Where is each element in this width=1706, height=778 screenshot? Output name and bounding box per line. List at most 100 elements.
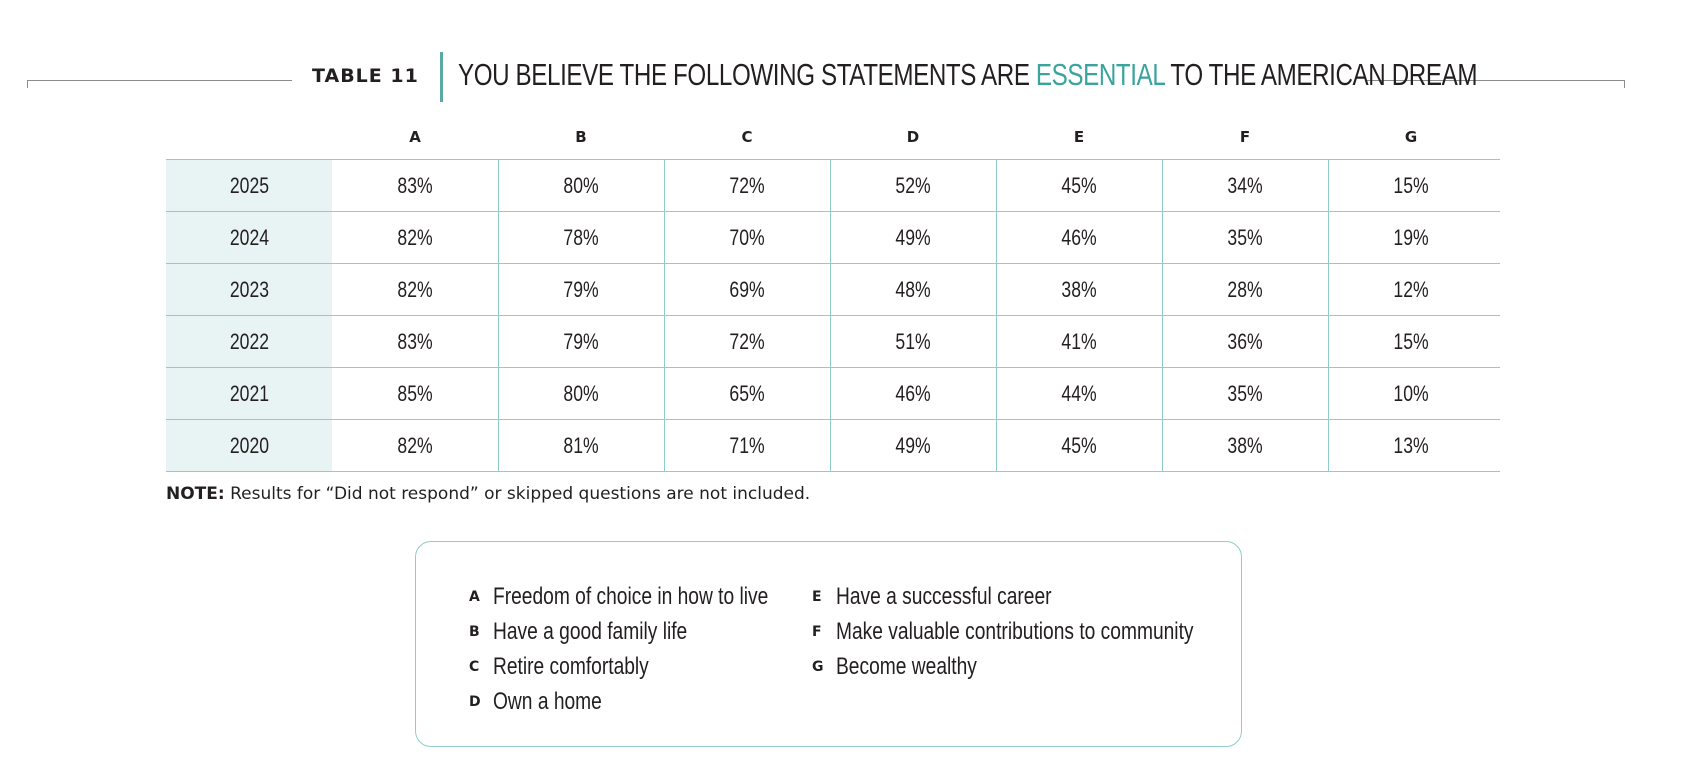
header-rule-left-tick xyxy=(27,80,28,88)
table-cell: 48% xyxy=(895,276,931,302)
table-row: 2021 85% 80% 65% 46% 44% 35% 10% xyxy=(166,367,1500,419)
legend-text: Own a home xyxy=(493,687,602,715)
table-cell: 13% xyxy=(1393,432,1429,458)
column-separator xyxy=(996,316,997,367)
column-separator xyxy=(1328,160,1329,211)
legend-key: G xyxy=(812,658,824,675)
table-cell: 49% xyxy=(895,432,931,458)
table-cell: 51% xyxy=(895,328,931,354)
table-cell: 46% xyxy=(895,380,931,406)
table-cell: 36% xyxy=(1227,328,1263,354)
column-separator xyxy=(498,160,499,211)
column-separator xyxy=(830,368,831,419)
title-text-before: YOU BELIEVE THE FOLLOWING STATEMENTS ARE xyxy=(458,57,1036,92)
row-year: 2025 xyxy=(166,160,332,211)
title-divider xyxy=(440,52,443,102)
legend-text: Retire comfortably xyxy=(493,652,649,680)
table-cell: 52% xyxy=(895,172,931,198)
column-header-c: C xyxy=(741,128,753,146)
column-separator xyxy=(1162,264,1163,315)
table-cell: 79% xyxy=(563,328,599,354)
column-header-g: G xyxy=(1404,128,1418,146)
legend-text: Have a good family life xyxy=(493,617,688,645)
column-separator xyxy=(996,264,997,315)
column-separator xyxy=(664,316,665,367)
legend-key: B xyxy=(469,623,480,640)
table-cell: 28% xyxy=(1227,276,1263,302)
table-cell: 15% xyxy=(1393,172,1429,198)
table-cell: 70% xyxy=(729,224,765,250)
table-row: 2025 83% 80% 72% 52% 45% 34% 15% xyxy=(166,159,1500,211)
table-cell: 44% xyxy=(1061,380,1097,406)
table-cell: 72% xyxy=(729,172,765,198)
column-separator xyxy=(664,420,665,471)
table-cell: 65% xyxy=(729,380,765,406)
legend-item-c: C Retire comfortably xyxy=(469,652,688,681)
row-year: 2021 xyxy=(166,368,332,419)
table-cell: 10% xyxy=(1393,380,1429,406)
table-cell: 35% xyxy=(1227,224,1263,250)
column-header-b: B xyxy=(575,128,587,146)
legend-item-b: B Have a good family life xyxy=(469,617,736,646)
title-text-accent: ESSENTIAL xyxy=(1035,57,1165,92)
table-cell: 80% xyxy=(563,380,599,406)
column-header-f: F xyxy=(1239,128,1251,146)
title-text-after: TO THE AMERICAN DREAM xyxy=(1164,57,1478,92)
table-cell: 71% xyxy=(729,432,765,458)
column-separator xyxy=(1328,420,1329,471)
column-separator xyxy=(996,368,997,419)
legend-text: Freedom of choice in how to live xyxy=(493,582,769,610)
table-cell: 12% xyxy=(1393,276,1429,302)
column-separator xyxy=(664,368,665,419)
table-cell: 35% xyxy=(1227,380,1263,406)
column-separator xyxy=(830,316,831,367)
column-separator xyxy=(1328,264,1329,315)
table-cell: 15% xyxy=(1393,328,1429,354)
table-cell: 19% xyxy=(1393,224,1429,250)
column-separator xyxy=(498,368,499,419)
legend-item-a: A Freedom of choice in how to live xyxy=(469,582,837,611)
column-separator xyxy=(1162,420,1163,471)
row-year: 2020 xyxy=(166,420,332,471)
column-separator xyxy=(830,160,831,211)
table-cell: 38% xyxy=(1227,432,1263,458)
table-cell: 78% xyxy=(563,224,599,250)
column-separator xyxy=(1328,212,1329,263)
table-title: YOU BELIEVE THE FOLLOWING STATEMENTS ARE… xyxy=(458,57,1477,93)
column-separator xyxy=(1328,368,1329,419)
legend-key: F xyxy=(812,623,822,640)
legend-key: E xyxy=(812,588,822,605)
column-separator xyxy=(996,212,997,263)
table-cell: 82% xyxy=(397,276,433,302)
note-text: Results for “Did not respond” or skipped… xyxy=(224,484,811,504)
table-cell: 69% xyxy=(729,276,765,302)
legend-key: D xyxy=(469,693,481,710)
data-table: 2025 83% 80% 72% 52% 45% 34% 15% 2024 82% 78% 70% 49… xyxy=(166,159,1500,472)
column-header-a: A xyxy=(409,128,421,146)
table-cell: 79% xyxy=(563,276,599,302)
table-row: 2023 82% 79% 69% 48% 38% 28% 12% xyxy=(166,263,1500,315)
header-rule-right-tick xyxy=(1624,80,1625,88)
table-cell: 85% xyxy=(397,380,433,406)
legend-key: C xyxy=(469,658,480,675)
header-rule-left xyxy=(27,80,292,81)
table-note: NOTE: Results for “Did not respond” or s… xyxy=(166,484,810,504)
column-separator xyxy=(498,316,499,367)
column-separator xyxy=(1328,316,1329,367)
legend-item-d: D Own a home xyxy=(469,687,629,716)
column-separator xyxy=(664,160,665,211)
table-label: TABLE 11 xyxy=(312,65,419,87)
column-separator xyxy=(664,212,665,263)
column-header-e: E xyxy=(1073,128,1085,146)
column-separator xyxy=(1162,316,1163,367)
column-separator xyxy=(1162,368,1163,419)
row-year: 2024 xyxy=(166,212,332,263)
legend-box: A Freedom of choice in how to live B Have a… xyxy=(415,541,1242,747)
column-separator xyxy=(664,264,665,315)
table-cell: 46% xyxy=(1061,224,1097,250)
table-row: 2020 82% 81% 71% 49% 45% 38% 13% xyxy=(166,419,1500,472)
table-cell: 83% xyxy=(397,328,433,354)
table-cell: 72% xyxy=(729,328,765,354)
table-cell: 49% xyxy=(895,224,931,250)
table-cell: 82% xyxy=(397,432,433,458)
